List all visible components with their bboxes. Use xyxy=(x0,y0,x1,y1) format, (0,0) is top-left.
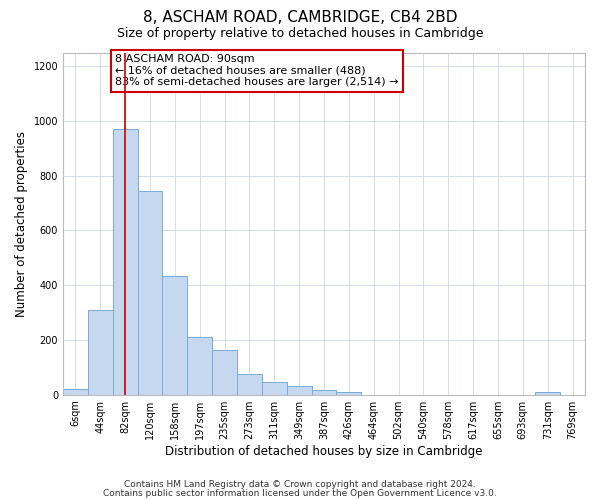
Text: 8, ASCHAM ROAD, CAMBRIDGE, CB4 2BD: 8, ASCHAM ROAD, CAMBRIDGE, CB4 2BD xyxy=(143,10,457,25)
Text: Size of property relative to detached houses in Cambridge: Size of property relative to detached ho… xyxy=(117,28,483,40)
Bar xyxy=(63,389,88,394)
Bar xyxy=(287,386,311,394)
Bar xyxy=(535,392,560,394)
Bar xyxy=(163,276,187,394)
Bar xyxy=(212,350,237,395)
Bar xyxy=(237,374,262,394)
Bar xyxy=(311,390,337,394)
Bar xyxy=(88,310,113,394)
Y-axis label: Number of detached properties: Number of detached properties xyxy=(15,130,28,316)
Bar xyxy=(262,382,287,394)
Text: Contains public sector information licensed under the Open Government Licence v3: Contains public sector information licen… xyxy=(103,488,497,498)
Bar xyxy=(187,337,212,394)
Text: 8 ASCHAM ROAD: 90sqm
← 16% of detached houses are smaller (488)
83% of semi-deta: 8 ASCHAM ROAD: 90sqm ← 16% of detached h… xyxy=(115,54,399,88)
Bar xyxy=(337,392,361,394)
X-axis label: Distribution of detached houses by size in Cambridge: Distribution of detached houses by size … xyxy=(165,444,483,458)
Bar xyxy=(137,191,163,394)
Bar xyxy=(113,129,137,394)
Text: Contains HM Land Registry data © Crown copyright and database right 2024.: Contains HM Land Registry data © Crown c… xyxy=(124,480,476,489)
